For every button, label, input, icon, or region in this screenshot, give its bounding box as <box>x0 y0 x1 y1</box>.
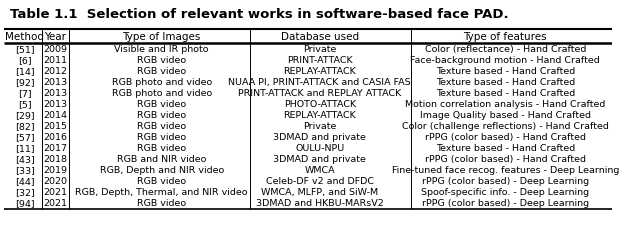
Text: RGB video: RGB video <box>137 132 186 141</box>
Text: PRINT-ATTACK: PRINT-ATTACK <box>287 56 353 65</box>
Text: REPLAY-ATTACK: REPLAY-ATTACK <box>284 111 356 119</box>
Text: WMCA, MLFP, and SiW-M: WMCA, MLFP, and SiW-M <box>261 187 378 196</box>
Text: 3DMAD and private: 3DMAD and private <box>273 154 366 163</box>
Text: RGB, Depth, Thermal, and NIR video: RGB, Depth, Thermal, and NIR video <box>76 187 248 196</box>
Text: rPPG (color based) - Hand Crafted: rPPG (color based) - Hand Crafted <box>425 132 586 141</box>
Text: Image Quality based - Hand Crafted: Image Quality based - Hand Crafted <box>420 111 591 119</box>
Text: WMCA: WMCA <box>305 165 335 174</box>
Text: rPPG (color based) - Deep Learning: rPPG (color based) - Deep Learning <box>422 176 589 185</box>
Text: 2013: 2013 <box>43 100 67 109</box>
Text: [33]: [33] <box>15 165 35 174</box>
Text: [51]: [51] <box>15 45 35 54</box>
Text: [57]: [57] <box>15 132 35 141</box>
Text: 2021: 2021 <box>44 198 67 207</box>
Text: RGB video: RGB video <box>137 67 186 76</box>
Text: Motion correlation analysis - Hand Crafted: Motion correlation analysis - Hand Craft… <box>405 100 605 109</box>
Text: PHOTO-ATTACK: PHOTO-ATTACK <box>284 100 356 109</box>
Text: 2012: 2012 <box>44 67 67 76</box>
Text: [82]: [82] <box>15 122 35 131</box>
Text: [14]: [14] <box>15 67 35 76</box>
Text: Method: Method <box>5 32 44 42</box>
Text: Visible and IR photo: Visible and IR photo <box>115 45 209 54</box>
Text: 2018: 2018 <box>44 154 67 163</box>
Text: 2011: 2011 <box>44 56 67 65</box>
Text: RGB and NIR video: RGB and NIR video <box>117 154 206 163</box>
Text: Private: Private <box>303 45 337 54</box>
Text: Type of features: Type of features <box>463 32 547 42</box>
Text: 2009: 2009 <box>44 45 67 54</box>
Text: Texture based - Hand Crafted: Texture based - Hand Crafted <box>436 143 575 152</box>
Text: RGB video: RGB video <box>137 198 186 207</box>
Text: RGB video: RGB video <box>137 176 186 185</box>
Text: 3DMAD and HKBU-MARsV2: 3DMAD and HKBU-MARsV2 <box>256 198 383 207</box>
Text: Texture based - Hand Crafted: Texture based - Hand Crafted <box>436 67 575 76</box>
Text: [5]: [5] <box>18 100 31 109</box>
Text: Celeb-DF v2 and DFDC: Celeb-DF v2 and DFDC <box>266 176 374 185</box>
Text: Type of Images: Type of Images <box>122 32 201 42</box>
Text: 2021: 2021 <box>44 187 67 196</box>
Text: PRINT-ATTACK and REPLAY ATTACK: PRINT-ATTACK and REPLAY ATTACK <box>238 89 401 98</box>
Text: Spoof-specific info. - Deep Learning: Spoof-specific info. - Deep Learning <box>421 187 589 196</box>
Text: Color (challenge reflections) - Hand Crafted: Color (challenge reflections) - Hand Cra… <box>402 122 609 131</box>
Text: [92]: [92] <box>15 78 35 87</box>
Text: [7]: [7] <box>18 89 31 98</box>
Text: Database used: Database used <box>281 32 359 42</box>
Text: RGB photo and video: RGB photo and video <box>111 89 212 98</box>
Text: RGB video: RGB video <box>137 100 186 109</box>
Text: 2013: 2013 <box>43 89 67 98</box>
Text: 2017: 2017 <box>44 143 67 152</box>
Text: 2020: 2020 <box>44 176 67 185</box>
Text: RGB, Depth and NIR video: RGB, Depth and NIR video <box>100 165 224 174</box>
Text: RGB video: RGB video <box>137 111 186 119</box>
Text: [94]: [94] <box>15 198 35 207</box>
Text: [43]: [43] <box>15 154 35 163</box>
Text: [11]: [11] <box>15 143 35 152</box>
Text: RGB video: RGB video <box>137 56 186 65</box>
Text: Table 1.1  Selection of relevant works in software-based face PAD.: Table 1.1 Selection of relevant works in… <box>10 8 508 21</box>
Text: 3DMAD and private: 3DMAD and private <box>273 132 366 141</box>
Text: [29]: [29] <box>15 111 35 119</box>
Text: NUAA PI, PRINT-ATTACK and CASIA FAS: NUAA PI, PRINT-ATTACK and CASIA FAS <box>228 78 411 87</box>
Text: rPPG (color based) - Hand Crafted: rPPG (color based) - Hand Crafted <box>425 154 586 163</box>
Text: RGB video: RGB video <box>137 143 186 152</box>
Text: RGB video: RGB video <box>137 122 186 131</box>
Text: 2015: 2015 <box>44 122 67 131</box>
Text: 2014: 2014 <box>44 111 67 119</box>
Text: [32]: [32] <box>15 187 35 196</box>
Text: Year: Year <box>44 32 66 42</box>
Text: 2016: 2016 <box>44 132 67 141</box>
Text: Face-background motion - Hand Crafted: Face-background motion - Hand Crafted <box>410 56 600 65</box>
Text: RGB photo and video: RGB photo and video <box>111 78 212 87</box>
Text: 2013: 2013 <box>43 78 67 87</box>
Text: Fine-tuned face recog. features - Deep Learning: Fine-tuned face recog. features - Deep L… <box>392 165 619 174</box>
Text: OULU-NPU: OULU-NPU <box>295 143 344 152</box>
Text: REPLAY-ATTACK: REPLAY-ATTACK <box>284 67 356 76</box>
Text: Private: Private <box>303 122 337 131</box>
Text: Texture based - Hand Crafted: Texture based - Hand Crafted <box>436 78 575 87</box>
Text: 2019: 2019 <box>44 165 67 174</box>
Text: Texture based - Hand Crafted: Texture based - Hand Crafted <box>436 89 575 98</box>
Text: Color (reflectance) - Hand Crafted: Color (reflectance) - Hand Crafted <box>424 45 586 54</box>
Text: [6]: [6] <box>18 56 31 65</box>
Text: [44]: [44] <box>15 176 35 185</box>
Text: rPPG (color based) - Deep Learning: rPPG (color based) - Deep Learning <box>422 198 589 207</box>
